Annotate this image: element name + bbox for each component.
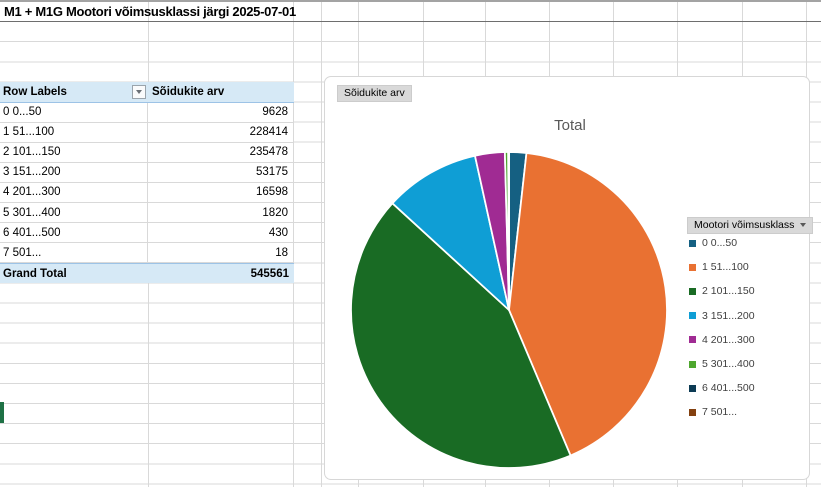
legend-marker-icon bbox=[689, 287, 696, 295]
row-value-cell[interactable]: 9628 bbox=[148, 102, 294, 122]
legend-label: 0 0...50 bbox=[702, 237, 738, 250]
legend-label: 5 301...400 bbox=[702, 358, 755, 371]
table-row[interactable]: 7 501... 18 bbox=[0, 243, 294, 264]
row-label-cell[interactable]: 3 151...200 bbox=[0, 162, 148, 182]
filter-dropdown-icon bbox=[136, 90, 142, 94]
legend-marker-icon bbox=[689, 263, 696, 271]
chart-legend: 0 0...50 1 51...100 2 101...150 3 151...200… bbox=[689, 231, 807, 425]
row-value-cell[interactable]: 228414 bbox=[148, 122, 294, 142]
row-value-cell[interactable]: 53175 bbox=[148, 162, 294, 182]
legend-marker-icon bbox=[689, 360, 696, 368]
legend-label: 6 401...500 bbox=[702, 382, 755, 395]
legend-label: 1 51...100 bbox=[702, 261, 749, 274]
legend-item[interactable]: 7 501... bbox=[689, 400, 807, 424]
pie-slice-4[interactable] bbox=[391, 154, 510, 311]
legend-field-button[interactable]: Mootori võimsusklass bbox=[687, 217, 814, 234]
row-label-cell[interactable]: 4 201...300 bbox=[0, 182, 148, 202]
pivot-table: Row Labels Sõidukite arv 0 0...50 9628 1 5… bbox=[0, 82, 294, 284]
pivot-chart[interactable]: Sõidukite arv Total Mootori võimsusklass… bbox=[324, 76, 814, 480]
grid-vertical-line bbox=[321, 2, 322, 487]
legend-item[interactable]: 1 51...100 bbox=[689, 255, 807, 279]
values-field-button[interactable]: Sõidukite arv bbox=[337, 85, 412, 102]
legend-item[interactable]: 2 101...150 bbox=[689, 279, 807, 303]
green-marker bbox=[0, 402, 4, 423]
legend-marker-icon bbox=[689, 408, 696, 416]
table-row[interactable]: 6 401...500 430 bbox=[0, 223, 294, 244]
row-value-cell[interactable]: 430 bbox=[148, 223, 294, 243]
legend-field-label: Mootori võimsusklass bbox=[694, 219, 795, 231]
legend-marker-icon bbox=[689, 384, 696, 392]
legend-item[interactable]: 5 301...400 bbox=[689, 352, 807, 376]
sheet-title-cell[interactable]: M1 + M1G Mootori võimsusklassi järgi 202… bbox=[4, 4, 296, 19]
legend-item[interactable]: 3 151...200 bbox=[689, 304, 807, 328]
top-border bbox=[0, 0, 821, 2]
legend-item[interactable]: 4 201...300 bbox=[689, 328, 807, 352]
pivot-rows: 0 0...50 9628 1 51...100 228414 2 101...150 2… bbox=[0, 102, 294, 264]
legend-marker-icon bbox=[689, 336, 696, 344]
pie-chart[interactable] bbox=[325, 77, 809, 479]
row-labels-filter-button[interactable] bbox=[132, 85, 146, 99]
row-value-cell[interactable]: 235478 bbox=[148, 142, 294, 162]
table-row[interactable]: 0 0...50 9628 bbox=[0, 102, 294, 123]
row-label-cell[interactable]: 7 501... bbox=[0, 243, 148, 263]
row-label-cell[interactable]: 2 101...150 bbox=[0, 142, 148, 162]
legend-marker-icon bbox=[689, 312, 696, 320]
row-value-cell[interactable]: 1820 bbox=[148, 202, 294, 223]
table-row[interactable]: 1 51...100 228414 bbox=[0, 122, 294, 143]
legend-label: 7 501... bbox=[702, 406, 738, 419]
row-label-cell[interactable]: 5 301...400 bbox=[0, 202, 148, 223]
grand-total-value[interactable]: 545561 bbox=[250, 267, 289, 280]
title-cell-bottom-border bbox=[0, 21, 821, 22]
row-value-cell[interactable]: 18 bbox=[148, 243, 294, 263]
row-value-cell[interactable]: 16598 bbox=[148, 182, 294, 202]
row-labels-header[interactable]: Row Labels bbox=[3, 85, 67, 98]
grand-total-row[interactable]: Grand Total 545561 bbox=[0, 263, 294, 284]
legend-dropdown-icon bbox=[800, 223, 807, 227]
row-label-cell[interactable]: 6 401...500 bbox=[0, 223, 148, 243]
legend-label: 3 151...200 bbox=[702, 309, 755, 322]
grand-total-label[interactable]: Grand Total bbox=[3, 267, 67, 280]
legend-marker-icon bbox=[689, 239, 696, 247]
table-row[interactable]: 3 151...200 53175 bbox=[0, 162, 294, 183]
row-label-cell[interactable]: 1 51...100 bbox=[0, 122, 148, 142]
row-label-cell[interactable]: 0 0...50 bbox=[0, 102, 148, 122]
legend-item[interactable]: 0 0...50 bbox=[689, 231, 807, 255]
pie-slice-2[interactable] bbox=[508, 152, 668, 457]
pivot-header-row: Row Labels Sõidukite arv bbox=[0, 82, 294, 103]
table-row[interactable]: 2 101...150 235478 bbox=[0, 142, 294, 163]
values-header[interactable]: Sõidukite arv bbox=[152, 85, 225, 98]
chart-title[interactable]: Total bbox=[554, 117, 586, 134]
legend-label: 2 101...150 bbox=[702, 285, 755, 298]
table-row[interactable]: 5 301...400 1820 bbox=[0, 202, 294, 224]
legend-label: 4 201...300 bbox=[702, 333, 755, 346]
pie-slice-3[interactable] bbox=[350, 202, 572, 469]
table-row[interactable]: 4 201...300 16598 bbox=[0, 182, 294, 203]
legend-item[interactable]: 6 401...500 bbox=[689, 376, 807, 400]
